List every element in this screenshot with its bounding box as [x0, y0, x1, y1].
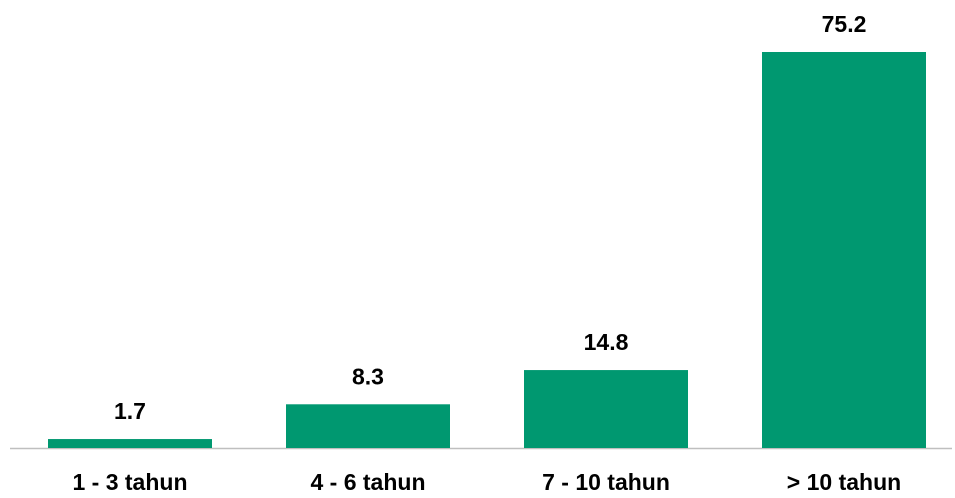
data-label: 1.7	[114, 398, 146, 424]
data-label: 14.8	[584, 329, 629, 355]
bar	[48, 439, 212, 448]
bar	[524, 370, 688, 448]
bar	[286, 404, 450, 448]
data-label: 75.2	[822, 11, 867, 37]
x-tick-label: > 10 tahun	[787, 469, 901, 495]
x-tick-label: 4 - 6 tahun	[310, 469, 425, 495]
x-tick-label: 1 - 3 tahun	[72, 469, 187, 495]
data-label: 8.3	[352, 363, 384, 389]
bar	[762, 52, 926, 448]
x-tick-label: 7 - 10 tahun	[542, 469, 670, 495]
